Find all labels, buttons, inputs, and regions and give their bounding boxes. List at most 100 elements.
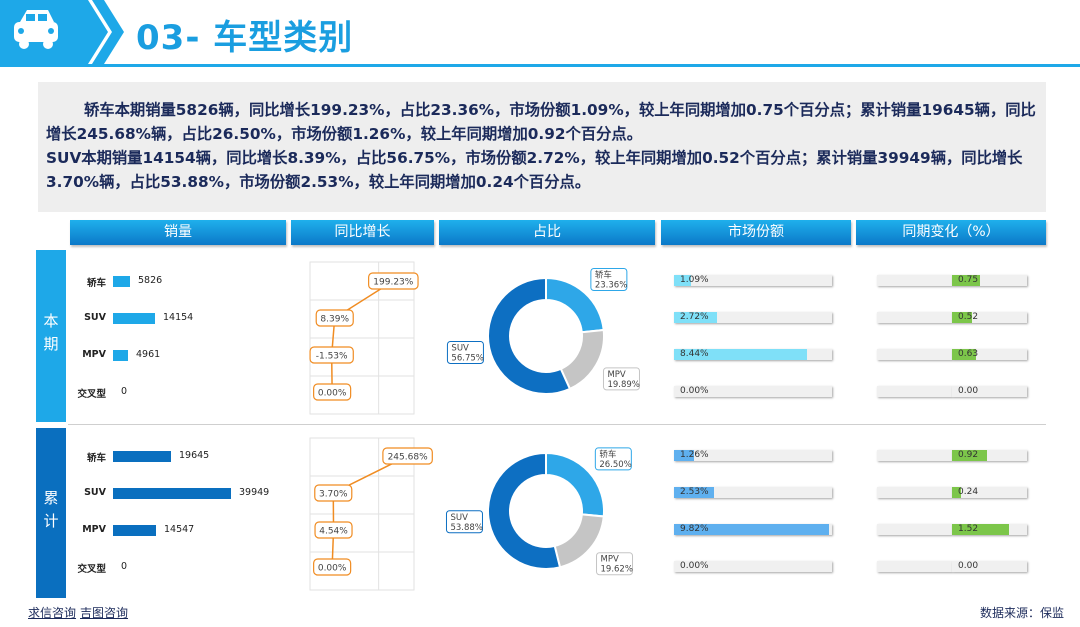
donut-slice-value: 53.88% [450,523,482,533]
sales-value-current: 5826 [138,275,163,286]
change-value-cumulative: 1.52 [958,524,979,534]
growth-label-current: -1.53% [316,352,348,362]
donut-slice-current [487,276,572,395]
change-track-right-current: 0.75 [952,275,1027,286]
change-track-right-current: 0.00 [952,386,1027,397]
header-arrow-graphic [0,0,124,64]
growth-point-cumulative: 4.54% [314,521,353,539]
market-share-track-current: 1.09% [674,275,832,286]
col-header-share: 占比 [439,220,655,245]
change-value-cumulative: 0.92 [958,450,979,460]
market-share-value-current: 1.09% [680,275,709,285]
col-header-sales: 销量 [70,220,286,245]
growth-point-current: -1.53% [309,346,354,364]
growth-label-current: 0.00% [318,389,347,399]
col-header-market-share: 市场份额 [661,220,851,245]
sales-value-current: 0 [121,386,128,397]
growth-point-cumulative: 0.00% [313,558,352,576]
change-value-current: 0.63 [958,349,979,359]
sales-value-cumulative: 14547 [164,524,195,535]
market-share-fill-current [674,312,717,323]
sales-bar-cumulative [113,451,171,462]
change-fill-current [952,349,976,360]
change-track-left-current [877,312,952,323]
change-track-left-cumulative [877,487,952,498]
change-track-right-current: 0.52 [952,312,1027,323]
donut-slice-value: 23.36% [595,280,627,290]
market-share-track-cumulative: 9.82% [674,524,832,535]
growth-line-current [330,280,394,393]
market-share-track-current: 8.44% [674,349,832,360]
sales-bar-cumulative [113,525,156,536]
change-fill-current [952,312,972,323]
market-share-value-cumulative: 9.82% [680,524,709,534]
summary-suv-text: SUV本期销量14154辆，同比增长8.39%，占比56.75%，市场份额2.7… [46,149,1023,191]
change-fill-cumulative [952,450,987,461]
market-share-fill-current [674,349,808,360]
sales-value-cumulative: 19645 [179,450,210,461]
change-fill-current [952,275,981,286]
page-title: 03- 车型类别 [136,18,354,58]
donut-slice-name: SUV [450,513,468,523]
change-value-current: 0.00 [958,386,979,396]
summary-box: 轿车本期销量5826辆，同比增长199.23%，占比23.36%，市场份额1.0… [38,82,1046,212]
change-track-right-cumulative: 0.00 [952,561,1027,572]
change-fill-cumulative [952,487,961,498]
category-label-cumulative: MPV [82,524,106,535]
donut-slice-value: 26.50% [599,460,631,470]
growth-point-current: 8.39% [315,309,354,327]
sales-value-cumulative: 0 [121,561,128,572]
change-track-left-current [877,275,952,286]
change-track-left-cumulative [877,450,952,461]
category-label-cumulative: 轿车 [86,453,106,464]
growth-point-current: 199.23% [368,272,419,290]
change-value-current: 0.75 [958,275,979,285]
sales-bar-current [113,350,128,361]
market-share-track-current: 2.72% [674,312,832,323]
change-track-left-current [877,349,952,360]
donut-slice-name: 轿车 [595,269,612,280]
market-share-value-cumulative: 2.53% [680,487,709,497]
sales-value-current: 14154 [163,312,194,323]
growth-line-cumulative [331,455,408,568]
change-track-left-cumulative [877,524,952,535]
header-divider [0,64,1080,67]
growth-label-cumulative: 3.70% [319,490,348,500]
market-share-fill-cumulative [674,524,830,535]
growth-label-cumulative: 0.00% [318,564,347,574]
market-share-value-current: 8.44% [680,349,709,359]
section-divider [68,424,1046,425]
row-label-cumulative: 累计 [36,428,66,598]
market-share-fill-current [674,275,692,286]
donut-slice-value: 19.62% [601,565,633,575]
footer-link-qiuxin[interactable]: 求信咨询 [28,606,77,620]
donut-slice-value: 19.89% [607,380,639,390]
growth-label-current: 199.23% [373,278,413,288]
category-label-current: SUV [84,312,106,323]
growth-label-cumulative: 4.54% [319,527,348,537]
donut-slice-name: SUV [451,343,469,353]
sales-value-current: 4961 [136,349,161,360]
donut-slice-name: MPV [607,370,625,380]
growth-point-cumulative: 3.70% [314,484,353,502]
change-track-right-current: 0.63 [952,349,1027,360]
sales-value-cumulative: 39949 [239,487,270,498]
donut-slice-cumulative [487,451,562,570]
category-label-current: 交叉型 [77,389,106,400]
growth-chart-current: 199.23% 8.39% -1.53% 0.00% [309,261,419,415]
category-label-cumulative: SUV [84,487,106,498]
growth-point-cumulative: 245.68% [382,447,433,465]
market-share-value-current: 2.72% [680,312,709,322]
growth-label-cumulative: 245.68% [388,453,428,463]
market-share-fill-cumulative [674,487,714,498]
change-track-left-cumulative [877,561,952,572]
footer-link-jitu[interactable]: 吉图咨询 [80,606,129,620]
category-label-current: MPV [82,349,106,360]
change-track-right-cumulative: 1.52 [952,524,1027,535]
growth-chart-cumulative: 245.68% 3.70% 4.54% 0.00% [309,437,433,591]
